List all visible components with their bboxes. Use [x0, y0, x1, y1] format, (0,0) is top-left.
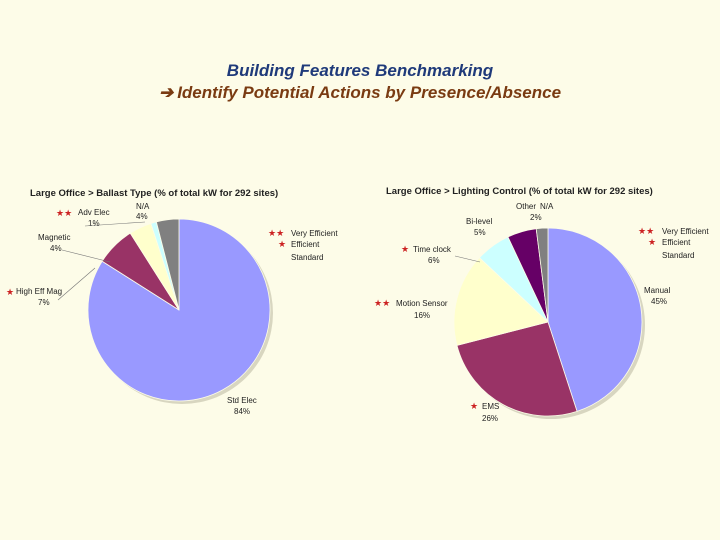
- chart2-slice-motion-sensor: [453, 257, 549, 346]
- chart1-legend-efficient: Efficient: [291, 240, 320, 249]
- chart1-mark-adv-elec: ★★: [56, 209, 72, 219]
- chart1-leader-high-eff-mag: [57, 267, 96, 301]
- chart1-value-na: 4%: [136, 212, 148, 221]
- chart2-pie: [453, 227, 645, 419]
- page-title-block: Building Features Benchmarking ➔ Identify…: [0, 60, 720, 104]
- chart2-leader-time-clock: [454, 255, 481, 263]
- chart2-label-motion-sensor: Motion Sensor: [396, 299, 448, 308]
- subtitle-text: Identify Potential Actions by Presence/A…: [177, 83, 562, 102]
- chart2-mark-motion-sensor: ★★: [374, 299, 390, 309]
- chart1-mark-high-eff-mag: ★: [6, 288, 14, 298]
- chart1-title: Large Office > Ballast Type (% of total …: [30, 188, 278, 199]
- chart2-legend-standard: Standard: [662, 251, 694, 260]
- chart2-legend-very-efficient: Very Efficient: [662, 227, 709, 236]
- chart1-legend-standard: Standard: [291, 253, 323, 262]
- page-title: Building Features Benchmarking: [226, 61, 494, 80]
- chart1-label-na: N/A: [136, 202, 150, 211]
- chart2-slice-ems: [456, 321, 578, 417]
- chart1-leader-adv-elec: [84, 221, 146, 227]
- chart2-mark-ems: ★: [470, 402, 478, 412]
- chart1-value-std-elec: 84%: [234, 407, 250, 416]
- page-subtitle: ➔ Identify Potential Actions by Presence/…: [0, 82, 720, 104]
- chart2-label-time-clock: Time clock: [413, 245, 452, 254]
- chart1-value-high-eff-mag: 7%: [38, 298, 50, 307]
- chart1-label-magnetic: Magnetic: [38, 233, 70, 242]
- chart2-slice-manual: [547, 227, 643, 412]
- chart2-legend-mark-very-efficient: ★★: [638, 227, 654, 237]
- chart2-label-other: Other: [516, 202, 536, 211]
- chart1-legend-very-efficient: Very Efficient: [291, 229, 338, 238]
- chart2-value-manual: 45%: [651, 297, 667, 306]
- chart2-slice-other: [535, 227, 549, 323]
- chart2-value-other: 2%: [530, 213, 542, 222]
- chart2-mark-time-clock: ★: [401, 245, 409, 255]
- chart1-value-magnetic: 4%: [50, 244, 62, 253]
- chart1-value-adv-elec: 1%: [88, 219, 100, 228]
- chart2-legend-efficient: Efficient: [662, 238, 691, 247]
- chart1-legend-mark-efficient: ★: [278, 240, 286, 250]
- chart1-label-high-eff-mag: High Eff Mag: [16, 287, 62, 296]
- chart2-legend-mark-efficient: ★: [648, 238, 656, 248]
- chart2-label-na: N/A: [540, 202, 554, 211]
- chart1-legend-mark-very-efficient: ★★: [268, 229, 284, 239]
- chart1-pie: [87, 218, 273, 404]
- chart1-leader-magnetic: [61, 249, 111, 263]
- chart1-label-adv-elec: Adv Elec: [78, 208, 110, 217]
- chart2-label-manual: Manual: [644, 286, 670, 295]
- chart2-value-time-clock: 6%: [428, 256, 440, 265]
- chart2-value-motion-sensor: 16%: [414, 311, 430, 320]
- chart1-slice-n-a: [155, 218, 180, 311]
- chart2-label-bi-level: Bi-level: [466, 217, 492, 226]
- arrow-icon: ➔: [158, 83, 174, 102]
- chart2-label-ems: EMS: [482, 402, 499, 411]
- chart2-value-ems: 26%: [482, 414, 498, 423]
- chart1-label-std-elec: Std Elec: [227, 396, 257, 405]
- chart2-value-bi-level: 5%: [474, 228, 486, 237]
- chart2-title: Large Office > Lighting Control (% of to…: [386, 186, 653, 197]
